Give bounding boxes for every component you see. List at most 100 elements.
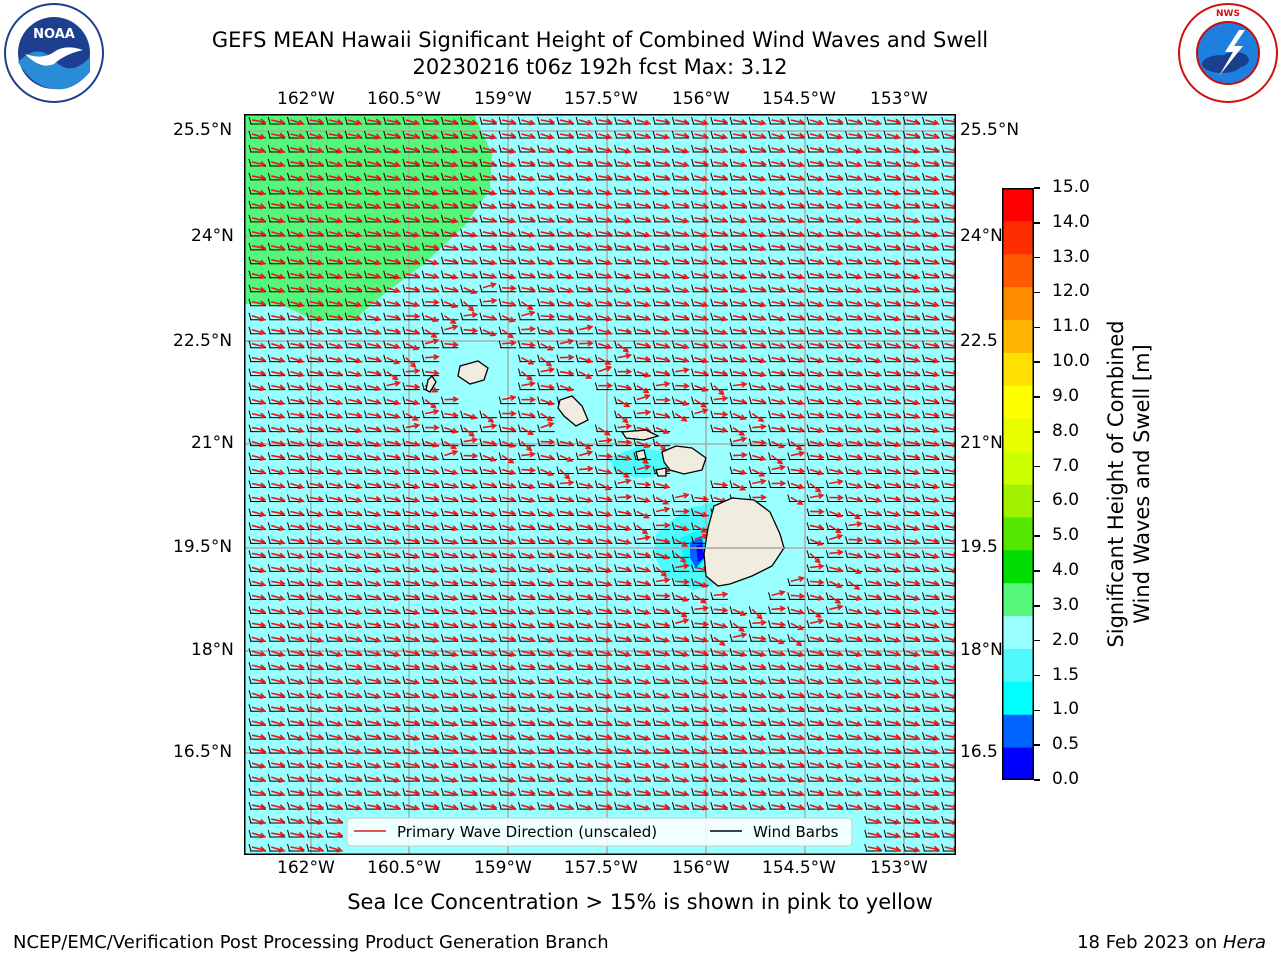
wind-barb [287, 144, 305, 153]
wave-direction-arrow [829, 356, 844, 363]
wind-barb [537, 312, 555, 321]
wave-direction-arrow [424, 133, 440, 140]
wave-direction-arrow [424, 203, 440, 210]
wave-direction-arrow [829, 203, 844, 210]
wave-direction-arrow [463, 311, 479, 318]
wave-direction-arrow [367, 217, 382, 224]
wave-direction-arrow [482, 147, 498, 154]
wave-direction-arrow [482, 174, 498, 181]
wave-direction-arrow [328, 217, 344, 224]
wave-direction-arrow [617, 343, 630, 353]
wind-barb [306, 228, 324, 237]
wind-barb [575, 214, 594, 223]
wave-direction-arrow [752, 342, 767, 349]
wave-direction-arrow [348, 272, 363, 279]
wave-direction-arrow [578, 146, 594, 153]
wind-barb [421, 242, 440, 251]
wave-direction-arrow [809, 133, 825, 140]
wave-direction-arrow [752, 231, 767, 238]
wave-direction-arrow [617, 300, 632, 307]
svg-text:NWS: NWS [1216, 9, 1240, 19]
wave-direction-arrow [848, 147, 863, 154]
wave-direction-arrow [732, 132, 748, 139]
wave-direction-arrow [809, 342, 825, 349]
wave-direction-arrow [636, 300, 651, 308]
lon-label: 157.5°W [564, 858, 638, 878]
wave-direction-arrow [925, 286, 940, 293]
wave-direction-arrow [482, 244, 498, 251]
wave-direction-arrow [309, 230, 325, 237]
wave-direction-arrow [771, 118, 787, 125]
wave-direction-arrow [713, 314, 728, 322]
wave-direction-arrow [617, 202, 633, 209]
colorbar-swatch [1002, 220, 1034, 255]
wave-direction-arrow [520, 301, 534, 310]
wind-barb [440, 130, 459, 139]
wave-direction-arrow [463, 146, 479, 153]
wave-direction-arrow [886, 217, 902, 224]
wave-direction-arrow [829, 160, 844, 167]
wave-direction-arrow [790, 244, 806, 251]
wind-barb [479, 228, 497, 237]
wind-barb [556, 326, 574, 335]
wind-barb [748, 270, 767, 279]
lon-label: 159°W [474, 89, 532, 109]
lon-label: 154.5°W [762, 89, 836, 109]
wave-direction-arrow [463, 189, 478, 196]
wave-direction-arrow [482, 133, 497, 140]
wind-barb [287, 340, 305, 349]
wind-barb [479, 242, 497, 251]
wave-direction-arrow [675, 147, 690, 154]
wave-direction-arrow [906, 342, 921, 350]
wave-direction-arrow [444, 217, 459, 224]
wave-direction-arrow [290, 258, 305, 265]
wind-barb [402, 368, 420, 377]
wind-barb [344, 144, 363, 153]
wave-direction-arrow [732, 161, 748, 168]
wind-barb [652, 368, 671, 377]
wave-direction-arrow [290, 133, 305, 140]
wave-direction-arrow [386, 231, 401, 238]
wave-direction-arrow [290, 175, 305, 182]
wave-direction-arrow [732, 119, 748, 126]
wind-barb [556, 340, 574, 349]
wave-direction-arrow [925, 202, 940, 209]
wind-barb [652, 172, 671, 181]
wave-direction-arrow [444, 161, 459, 168]
wave-direction-arrow [886, 147, 902, 154]
wave-direction-arrow [848, 188, 863, 195]
wind-barb [845, 130, 863, 139]
wave-direction-arrow [578, 370, 592, 379]
wave-direction-arrow [270, 147, 286, 154]
wave-direction-arrow [694, 160, 710, 167]
wind-barb [594, 116, 613, 125]
wave-direction-arrow [867, 328, 883, 335]
wave-direction-arrow [790, 342, 805, 350]
wave-direction-arrow [328, 300, 344, 307]
wave-direction-arrow [271, 175, 286, 182]
wave-direction-arrow [405, 342, 420, 351]
wind-barb [479, 172, 497, 181]
wind-barb [383, 256, 401, 265]
wind-barb [652, 298, 671, 307]
wave-direction-arrow [694, 146, 709, 153]
lon-label: 156°W [672, 89, 730, 109]
wind-barb [787, 312, 805, 321]
wave-direction-arrow [906, 202, 921, 209]
wave-direction-arrow [809, 146, 825, 153]
wave-direction-arrow [271, 202, 286, 209]
wave-direction-arrow [367, 118, 382, 125]
wave-direction-arrow [271, 119, 286, 126]
wave-direction-arrow [386, 175, 401, 182]
wave-direction-arrow [328, 273, 343, 280]
wind-barb [575, 340, 594, 349]
colorbar-tick-label: 14.0 [1052, 211, 1090, 232]
wave-direction-arrow [578, 324, 594, 331]
wave-direction-arrow [348, 328, 363, 335]
wave-direction-arrow [540, 342, 554, 351]
wave-direction-arrow [713, 259, 728, 266]
wave-direction-arrow [809, 328, 825, 335]
wave-direction-arrow [405, 328, 421, 335]
colorbar-tick-mark [1034, 361, 1040, 363]
wave-direction-arrow [636, 258, 652, 265]
